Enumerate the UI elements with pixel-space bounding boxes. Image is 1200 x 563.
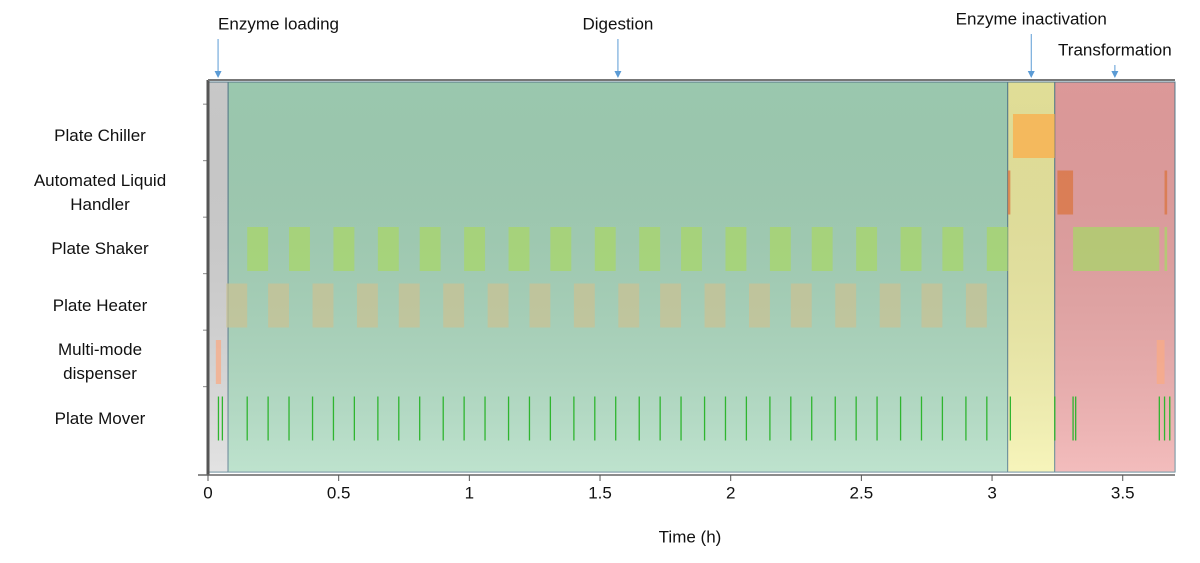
task-bar <box>660 283 682 328</box>
task-bar <box>289 227 310 271</box>
task-bar <box>398 283 420 328</box>
phase-arrowhead <box>214 71 222 78</box>
task-bar <box>1164 227 1168 271</box>
task-bar <box>1012 114 1055 158</box>
task-bar <box>268 283 290 328</box>
task-bar <box>835 283 857 328</box>
task-bar <box>573 283 595 328</box>
task-bar <box>900 227 922 271</box>
task-bar <box>769 227 791 271</box>
row-label: Plate Mover <box>54 408 146 428</box>
task-bar <box>811 227 833 271</box>
phase-label: Enzyme inactivation <box>956 9 1107 28</box>
task-bar <box>226 283 248 328</box>
task-bar <box>464 227 486 271</box>
phase-arrowhead <box>1027 71 1035 78</box>
task-bar <box>1073 227 1160 271</box>
task-bar <box>704 283 726 328</box>
phase-label: Enzyme loading <box>218 14 339 33</box>
task-bar <box>856 227 878 271</box>
x-tick-label: 2.5 <box>850 483 874 502</box>
phase-arrowhead <box>1111 71 1119 78</box>
task-bar <box>986 227 1008 271</box>
task-bar <box>550 227 572 271</box>
phase-label: Digestion <box>582 14 653 33</box>
task-bar <box>247 227 269 271</box>
x-tick-label: 0 <box>203 483 212 502</box>
phase-shade <box>208 82 229 472</box>
row-label: Plate Heater <box>52 295 148 315</box>
row-label: Plate Shaker <box>51 239 149 258</box>
phase-label: Transformation <box>1058 40 1172 59</box>
x-tick-label: 3 <box>987 483 996 502</box>
x-axis-label: Time (h) <box>659 527 722 546</box>
x-tick-label: 3.5 <box>1111 483 1135 502</box>
x-tick-label: 2 <box>726 483 735 502</box>
task-bar <box>790 283 812 328</box>
task-bar <box>333 227 355 271</box>
task-bar <box>942 227 964 271</box>
task-bar <box>1007 170 1011 215</box>
task-bar <box>529 283 551 328</box>
task-bar <box>377 227 399 271</box>
task-bar <box>312 283 334 328</box>
task-bar <box>1057 170 1074 215</box>
task-bar <box>921 283 943 328</box>
x-tick-label: 1 <box>465 483 474 502</box>
task-bar <box>725 227 747 271</box>
phase-arrowhead <box>614 71 622 78</box>
task-bar <box>965 283 987 328</box>
task-bar <box>594 227 616 271</box>
task-bar <box>639 227 661 271</box>
task-bar <box>508 227 530 271</box>
task-bar <box>487 283 509 328</box>
task-bar <box>419 227 441 271</box>
task-bar <box>215 340 222 384</box>
x-tick-label: 1.5 <box>588 483 612 502</box>
task-bar <box>356 283 378 328</box>
task-bar <box>879 283 901 328</box>
row-label: Automated Liquid Handler <box>33 170 167 214</box>
task-bar <box>681 227 702 271</box>
task-bar <box>1164 170 1168 215</box>
row-label: Multi-mode dispenser <box>57 340 143 383</box>
task-bar <box>443 283 465 328</box>
task-bar <box>1156 340 1165 384</box>
phase-shade <box>228 82 1008 472</box>
phase-shade <box>1054 82 1175 472</box>
task-bar <box>618 283 640 328</box>
row-label: Plate Chiller <box>54 126 146 145</box>
task-bar <box>748 283 770 328</box>
x-tick-label: 0.5 <box>327 483 351 502</box>
